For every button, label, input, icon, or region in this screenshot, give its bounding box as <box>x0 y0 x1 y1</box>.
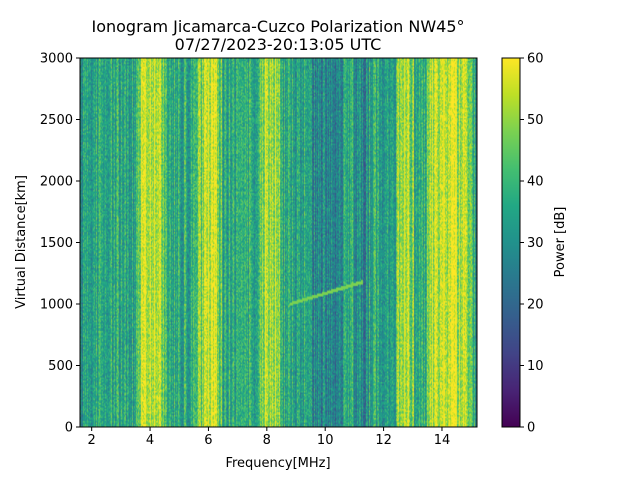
y-tick-label: 1000 <box>40 298 73 313</box>
y-tick-label: 1500 <box>40 236 73 251</box>
chart-title-line1: Ionogram Jicamarca-Cuzco Polarization NW… <box>91 17 464 36</box>
x-tick-label: 12 <box>375 433 392 448</box>
y-tick-label: 2500 <box>40 113 73 128</box>
chart-title-line2: 07/27/2023-20:13:05 UTC <box>175 35 382 54</box>
x-tick-label: 4 <box>146 433 154 448</box>
plot-area <box>79 57 478 428</box>
x-tick-label: 6 <box>204 433 212 448</box>
y-tick-label: 2000 <box>40 175 73 190</box>
colorbar: 0 10 20 30 40 50 60 Power [dB] <box>501 52 568 436</box>
y-tick-label: 500 <box>48 359 73 374</box>
x-axis-label: Frequency[MHz] <box>225 456 330 471</box>
colorbar-ticks: 0 10 20 30 40 50 60 <box>520 52 544 436</box>
x-tick-label: 8 <box>263 433 271 448</box>
colorbar-tick-label: 20 <box>527 298 544 313</box>
x-tick-label: 10 <box>317 433 334 448</box>
y-axis: 0 500 1000 1500 2000 2500 3000 <box>40 52 80 436</box>
colorbar-label: Power [dB] <box>553 207 568 278</box>
heatmap-image <box>80 58 477 427</box>
y-tick-label: 3000 <box>40 52 73 67</box>
colorbar-gradient <box>501 57 521 428</box>
x-tick-label: 14 <box>434 433 451 448</box>
colorbar-tick-label: 50 <box>527 113 544 128</box>
colorbar-tick-label: 40 <box>527 175 544 190</box>
colorbar-tick-label: 60 <box>527 52 544 67</box>
y-axis-label: Virtual Distance[km] <box>14 175 29 309</box>
y-tick-label: 0 <box>65 421 73 436</box>
x-tick-label: 2 <box>88 433 96 448</box>
colorbar-tick-label: 30 <box>527 236 544 251</box>
colorbar-tick-label: 0 <box>527 421 535 436</box>
x-axis: 2 4 6 8 10 12 14 <box>88 427 451 448</box>
colorbar-tick-label: 10 <box>527 359 544 374</box>
